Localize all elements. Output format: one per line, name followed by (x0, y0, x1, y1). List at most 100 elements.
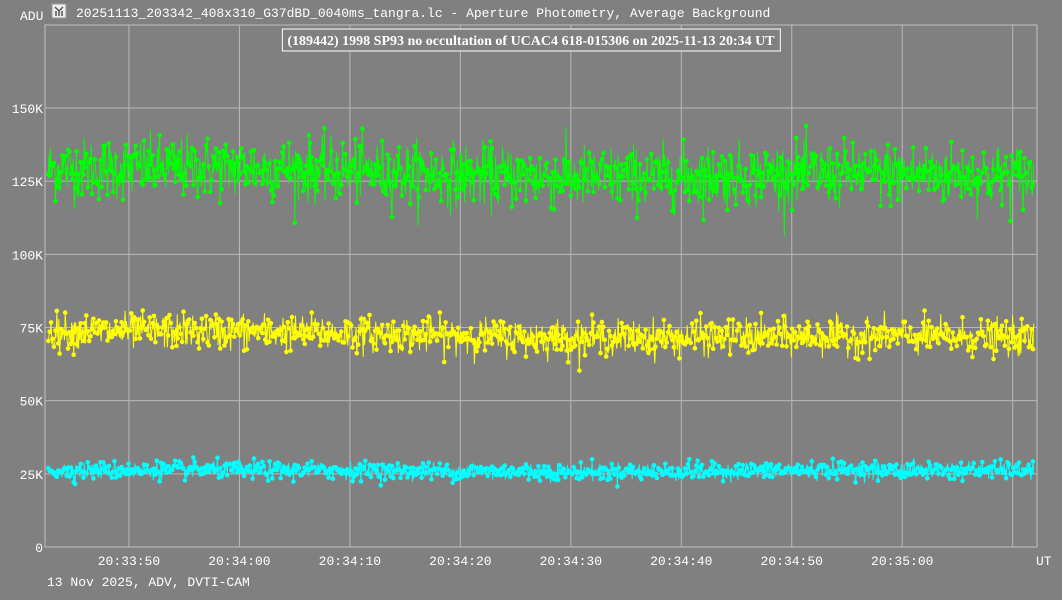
data-point (89, 191, 95, 196)
data-point (481, 165, 486, 170)
data-point (788, 334, 793, 339)
data-point (288, 348, 293, 353)
data-point (232, 460, 237, 466)
data-point (264, 472, 270, 478)
data-point (79, 191, 85, 197)
data-point (884, 154, 889, 160)
data-point (703, 173, 709, 179)
data-point (1023, 170, 1029, 176)
data-point (601, 150, 606, 156)
data-point (674, 179, 679, 185)
data-point (761, 184, 767, 189)
data-point (640, 176, 646, 181)
data-point (82, 320, 88, 326)
data-point (895, 197, 900, 203)
data-point (664, 340, 669, 345)
data-point (863, 340, 868, 345)
data-point (834, 151, 840, 156)
data-point (434, 338, 440, 343)
data-point (582, 177, 588, 182)
data-point (134, 151, 140, 156)
data-point (936, 341, 941, 346)
data-point (699, 155, 705, 161)
data-point (661, 317, 667, 323)
data-point (184, 322, 189, 328)
data-point (482, 144, 488, 150)
data-point (433, 157, 439, 162)
data-point (410, 328, 416, 333)
data-point (368, 474, 374, 480)
data-point (81, 338, 86, 344)
data-point (984, 166, 989, 171)
data-point (823, 183, 829, 188)
data-point (264, 168, 270, 173)
data-point (95, 331, 100, 336)
data-point (560, 470, 565, 476)
data-point (74, 149, 79, 154)
data-point (399, 193, 405, 198)
data-point (533, 468, 538, 474)
data-point (884, 334, 889, 340)
data-point (664, 184, 669, 189)
data-point (316, 331, 322, 337)
data-point (554, 347, 560, 352)
data-point (479, 169, 485, 174)
data-point (564, 180, 569, 186)
data-point (167, 312, 172, 318)
data-point (1005, 335, 1010, 340)
data-point (103, 168, 109, 174)
data-point (408, 349, 413, 355)
data-point (782, 469, 788, 475)
data-point (802, 179, 808, 184)
data-point (1030, 346, 1036, 352)
data-point (481, 331, 486, 336)
data-point (967, 169, 972, 174)
data-point (198, 325, 203, 331)
data-point (648, 151, 654, 157)
data-point (371, 182, 377, 188)
data-point (508, 474, 513, 479)
data-point (336, 338, 341, 343)
data-point (1022, 156, 1027, 161)
data-point (388, 348, 393, 354)
data-point (874, 157, 879, 163)
data-point (130, 318, 136, 324)
data-point (629, 336, 634, 341)
data-point (795, 154, 800, 160)
x-tick-label: 20:34:40 (650, 554, 712, 569)
data-point (241, 169, 247, 174)
data-point (709, 320, 715, 326)
data-point (382, 477, 388, 483)
data-point (523, 198, 529, 204)
data-point (112, 458, 117, 464)
data-point (434, 471, 440, 477)
data-point (570, 471, 575, 477)
data-point (770, 474, 775, 480)
data-point (834, 477, 840, 482)
data-point (634, 328, 640, 333)
data-point (626, 343, 631, 349)
data-point (871, 163, 877, 169)
data-point (978, 180, 984, 186)
data-point (509, 342, 515, 347)
data-point (401, 323, 406, 329)
data-point (440, 325, 446, 330)
data-point (1016, 460, 1022, 465)
data-point (919, 175, 924, 181)
data-point (837, 324, 843, 329)
data-point (285, 320, 291, 325)
data-point (636, 468, 641, 474)
data-point (106, 463, 112, 469)
data-point (474, 349, 479, 354)
data-point (205, 136, 210, 142)
data-point (691, 329, 696, 335)
data-point (734, 175, 740, 180)
x-axis-label: UT (1036, 554, 1052, 569)
data-point (627, 327, 633, 332)
data-point (179, 174, 185, 179)
data-point (715, 339, 720, 344)
data-point (305, 461, 310, 467)
data-point (202, 189, 207, 194)
data-point (399, 345, 405, 351)
data-point (219, 474, 224, 479)
